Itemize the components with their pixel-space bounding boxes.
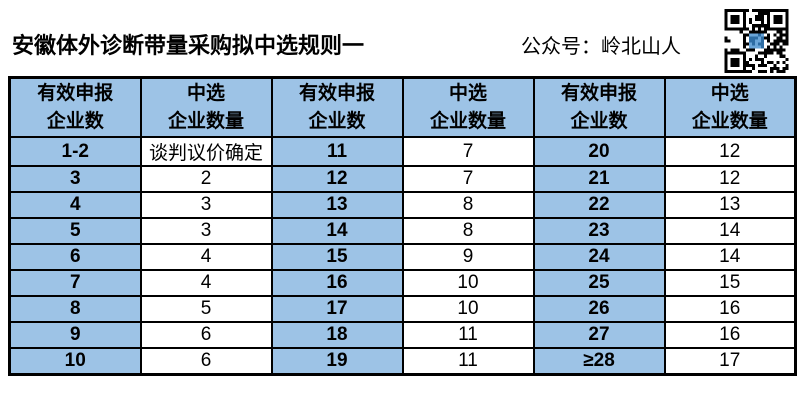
header-line: 企业数 <box>308 110 366 132</box>
cell-selected-count: 15 <box>663 269 797 298</box>
cell-selected-count: 7 <box>401 136 535 168</box>
cell-selected-count: 16 <box>663 295 797 324</box>
header-line: 有效申报 <box>560 83 637 104</box>
header-line: 中选 <box>186 83 225 104</box>
cell-applicant-count: 3 <box>8 165 142 194</box>
table-row: 9 6 18 11 27 16 <box>8 321 797 350</box>
header-line: 有效申报 <box>298 83 375 104</box>
col-header-selected-count: 中选 企业数量 <box>401 76 535 139</box>
cell-applicant-count: 21 <box>532 165 666 194</box>
cell-applicant-count: 25 <box>532 269 666 298</box>
cell-selected-count: 2 <box>139 165 273 194</box>
col-header-valid-applicants: 有效申报 企业数 <box>270 76 404 139</box>
cell-selected-count: 8 <box>401 217 535 246</box>
cell-applicant-count: 22 <box>532 191 666 220</box>
cell-applicant-count: 24 <box>532 243 666 272</box>
cell-selected-count: 6 <box>139 347 273 376</box>
wechat-account-label: 公众号：岭北山人 <box>521 36 681 58</box>
header-line: 有效申报 <box>37 83 114 104</box>
cell-selected-count: 11 <box>401 321 535 350</box>
cell-applicant-count: 5 <box>8 217 142 246</box>
cell-selected-count: 4 <box>139 243 273 272</box>
table-header-row: 有效申报 企业数 中选 企业数量 有效申报 企业数 中选 企业数量 有效申报 企业数 中选 企业数量 <box>8 76 797 139</box>
cell-applicant-count: 6 <box>8 243 142 272</box>
cell-applicant-count: 1-2 <box>8 136 142 168</box>
table-row: 7 4 16 10 25 15 <box>8 269 797 298</box>
table-row: 3 2 12 7 21 12 <box>8 165 797 194</box>
cell-selected-count: 10 <box>401 295 535 324</box>
cell-applicant-count: 7 <box>8 269 142 298</box>
cell-selected-count: 6 <box>139 321 273 350</box>
header-line: 中选 <box>710 83 749 104</box>
cell-selected-count: 5 <box>139 295 273 324</box>
cell-applicant-count: 14 <box>270 217 404 246</box>
cell-applicant-count: 10 <box>8 347 142 376</box>
header-line: 企业数量 <box>691 110 768 132</box>
qr-code-icon <box>723 9 790 73</box>
cell-selected-count: 谈判议价确定 <box>139 136 273 168</box>
cell-selected-count: 3 <box>139 191 273 220</box>
header-line: 中选 <box>448 83 487 104</box>
table-row: 4 3 13 8 22 13 <box>8 191 797 220</box>
col-header-valid-applicants: 有效申报 企业数 <box>532 76 666 139</box>
cell-selected-count: 12 <box>663 136 797 168</box>
cell-applicant-count: 26 <box>532 295 666 324</box>
cell-applicant-count: 16 <box>270 269 404 298</box>
cell-selected-count: 14 <box>663 217 797 246</box>
cell-applicant-count: 11 <box>270 136 404 168</box>
cell-applicant-count: 9 <box>8 321 142 350</box>
cell-applicant-count: 18 <box>270 321 404 350</box>
cell-selected-count: 9 <box>401 243 535 272</box>
cell-applicant-count: 27 <box>532 321 666 350</box>
header-line: 企业数量 <box>167 110 244 132</box>
cell-selected-count: 11 <box>401 347 535 376</box>
cell-applicant-count: 12 <box>270 165 404 194</box>
cell-selected-count: 17 <box>663 347 797 376</box>
cell-selected-count: 13 <box>663 191 797 220</box>
cell-applicant-count: 15 <box>270 243 404 272</box>
cell-applicant-count: 19 <box>270 347 404 376</box>
cell-applicant-count: 4 <box>8 191 142 220</box>
cell-selected-count: 10 <box>401 269 535 298</box>
cell-applicant-count: 8 <box>8 295 142 324</box>
cell-selected-count: 3 <box>139 217 273 246</box>
header-line: 企业数 <box>570 110 628 132</box>
cell-selected-count: 16 <box>663 321 797 350</box>
header-line: 企业数量 <box>429 110 506 132</box>
col-header-selected-count: 中选 企业数量 <box>663 76 797 139</box>
cell-applicant-count: ≥28 <box>532 347 666 376</box>
cell-applicant-count: 23 <box>532 217 666 246</box>
table-row: 6 4 15 9 24 14 <box>8 243 797 272</box>
table-row: 8 5 17 10 26 16 <box>8 295 797 324</box>
cell-applicant-count: 17 <box>270 295 404 324</box>
cell-selected-count: 12 <box>663 165 797 194</box>
header-line: 企业数 <box>46 110 104 132</box>
page-title: 安徽体外诊断带量采购拟中选规则一 <box>12 33 365 58</box>
cell-selected-count: 14 <box>663 243 797 272</box>
cell-selected-count: 4 <box>139 269 273 298</box>
table-row: 10 6 19 11 ≥28 17 <box>8 347 797 376</box>
cell-selected-count: 7 <box>401 165 535 194</box>
table-row: 5 3 14 8 23 14 <box>8 217 797 246</box>
col-header-valid-applicants: 有效申报 企业数 <box>8 76 142 139</box>
table-row: 1-2 谈判议价确定 11 7 20 12 <box>8 136 797 168</box>
cell-selected-count: 8 <box>401 191 535 220</box>
selection-rules-table: 有效申报 企业数 中选 企业数量 有效申报 企业数 中选 企业数量 有效申报 企业数 中选 企业数量 … <box>8 76 797 376</box>
col-header-selected-count: 中选 企业数量 <box>139 76 273 139</box>
cell-applicant-count: 20 <box>532 136 666 168</box>
cell-applicant-count: 13 <box>270 191 404 220</box>
